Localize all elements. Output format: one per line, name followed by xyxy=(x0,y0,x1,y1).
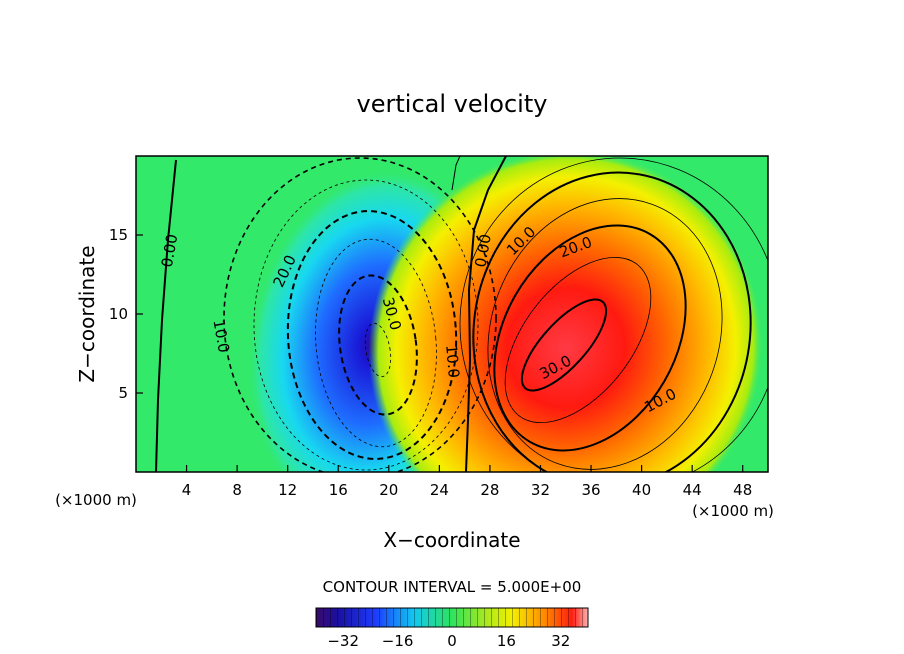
colorbar-tick-label: −32 xyxy=(327,632,359,650)
colorbar-ticks: −32 −16 0 16 32 xyxy=(327,632,570,650)
negative-contours xyxy=(223,157,497,472)
contour-line xyxy=(520,298,608,392)
contour-interval-label: CONTOUR INTERVAL = 5.000E+00 xyxy=(323,578,582,596)
colorbar-tick-label: 16 xyxy=(497,632,516,650)
colorbar-frame xyxy=(315,607,589,628)
y-tick-label: 15 xyxy=(109,226,128,244)
colorbar-bands xyxy=(316,608,588,627)
x-unit-left: (×1000 m) xyxy=(55,491,137,509)
contour-line xyxy=(364,322,392,378)
x-tick-label: 24 xyxy=(430,481,449,499)
y-tick-label: 5 xyxy=(118,384,128,402)
y-axis-ticks: 5 10 15 xyxy=(109,226,143,402)
zero-contour-left xyxy=(155,159,177,472)
contour-label: 10.0 xyxy=(442,344,463,379)
updraft-fill xyxy=(368,156,764,472)
positive-contours xyxy=(459,157,768,472)
contour-line xyxy=(286,210,458,460)
colorbar-tick-label: 32 xyxy=(551,632,570,650)
zero-contours xyxy=(155,156,507,472)
contour-line xyxy=(487,198,723,470)
contour-line xyxy=(315,238,437,448)
x-tick-label: 40 xyxy=(632,481,651,499)
contour-line xyxy=(472,171,752,472)
x-tick-label: 36 xyxy=(581,481,600,499)
zero-contour-top xyxy=(451,156,461,191)
x-tick-label: 4 xyxy=(182,481,192,499)
y-tick-label: 10 xyxy=(109,305,128,323)
contour-line xyxy=(504,256,652,424)
contour-line xyxy=(493,224,687,452)
x-tick-label: 12 xyxy=(278,481,297,499)
x-tick-label: 44 xyxy=(683,481,702,499)
x-tick-label: 16 xyxy=(329,481,348,499)
contour-line xyxy=(338,274,418,416)
x-tick-label: 20 xyxy=(379,481,398,499)
x-tick-label: 28 xyxy=(480,481,499,499)
colorbar-tick-label: 0 xyxy=(447,632,457,650)
x-axis-ticks: 4 8 12 16 20 24 28 32 36 40 44 48 xyxy=(182,465,752,499)
contour-line xyxy=(223,157,497,472)
colorbar-tick-label: −16 xyxy=(382,632,414,650)
contour-line xyxy=(253,179,479,471)
x-unit-right: (×1000 m) xyxy=(692,502,774,520)
contour-field xyxy=(136,156,768,472)
y-axis-label: Z−coordinate xyxy=(75,245,99,382)
x-tick-label: 32 xyxy=(531,481,550,499)
x-axis-label: X−coordinate xyxy=(383,528,520,552)
chart-title: vertical velocity xyxy=(357,90,548,118)
contour-label: 10.0 xyxy=(209,318,233,354)
contour-line xyxy=(459,157,768,472)
x-tick-label: 8 xyxy=(232,481,242,499)
x-tick-label: 48 xyxy=(733,481,752,499)
contour-label: 0.00 xyxy=(471,233,495,269)
contour-label: 0.00 xyxy=(158,233,182,269)
zero-contour-center xyxy=(465,156,507,472)
